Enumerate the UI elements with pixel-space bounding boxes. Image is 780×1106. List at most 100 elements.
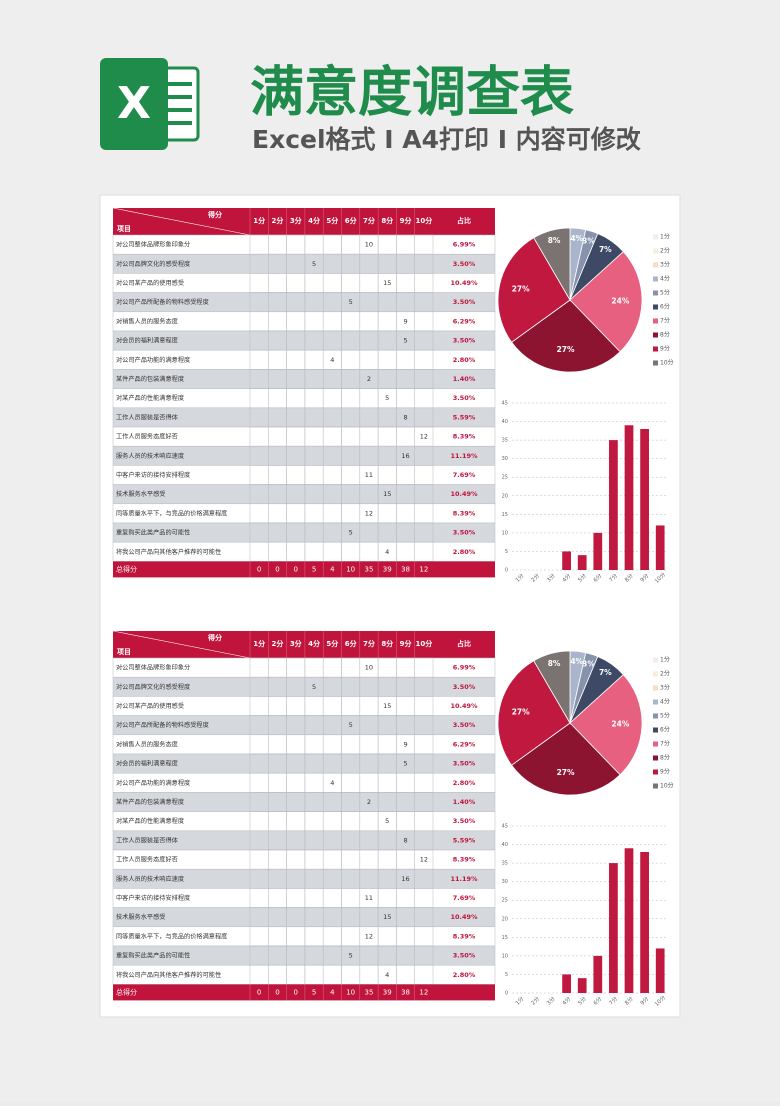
cell-value: 5 — [385, 394, 389, 402]
total-value: 4 — [330, 988, 335, 996]
pie-label: 8% — [548, 659, 561, 668]
column-header: 1分 — [253, 216, 265, 225]
legend-swatch — [653, 671, 658, 677]
row-label: 对公司某产品的使用感受 — [116, 279, 184, 287]
legend-label: 4分 — [660, 698, 670, 706]
bar — [562, 551, 571, 570]
y-tick-label: 35 — [502, 438, 508, 444]
column-header: 7分 — [363, 639, 375, 648]
y-tick-label: 35 — [502, 861, 508, 867]
row-label: 同等质量水平下，与竞品的价格满意程度 — [116, 932, 227, 940]
pie-slice — [533, 650, 571, 725]
legend-label: 8分 — [660, 331, 670, 339]
row-pct: 6.99% — [453, 664, 476, 672]
row-pct: 6.29% — [453, 740, 476, 748]
table-row — [112, 484, 496, 505]
bar — [609, 863, 618, 993]
row-pct: 5.59% — [453, 836, 476, 844]
pie-label: 24% — [611, 297, 629, 306]
cell-value: 4 — [330, 779, 334, 787]
row-label: 服务人员的技术响应速度 — [116, 875, 184, 883]
cell-value: 12 — [420, 433, 428, 441]
row-pct: 2.80% — [453, 356, 476, 364]
legend-swatch — [653, 360, 658, 366]
cell-value: 10 — [365, 664, 373, 672]
total-label: 总得分 — [116, 987, 137, 996]
row-pct: 8.39% — [453, 509, 476, 517]
row-pct: 8.39% — [453, 856, 476, 864]
cell-value: 5 — [349, 529, 353, 537]
subtitle: Excel格式 I A4打印 I 内容可修改 — [252, 125, 641, 154]
row-pct: 8.39% — [453, 433, 476, 441]
row-label: 同等质量水平下，与竞品的价格满意程度 — [116, 509, 227, 517]
cell-value: 4 — [330, 356, 334, 364]
score-header: 得分 — [207, 210, 222, 219]
total-value: 12 — [419, 565, 428, 573]
legend-label: 6分 — [660, 726, 670, 734]
legend-label: 8分 — [660, 754, 670, 762]
total-value: 38 — [401, 988, 410, 996]
legend-swatch — [653, 741, 658, 747]
row-pct: 3.50% — [453, 817, 476, 825]
cell-value: 4 — [385, 971, 389, 979]
y-tick-label: 5 — [505, 549, 508, 555]
y-tick-label: 10 — [502, 953, 508, 959]
cell-value: 16 — [401, 875, 409, 883]
row-pct: 11.19% — [450, 452, 478, 460]
row-label: 对公司产品所配备的物料感受程度 — [116, 298, 209, 306]
row-pct: 6.99% — [453, 241, 476, 249]
y-tick-label: 15 — [502, 512, 508, 518]
legend-label: 2分 — [660, 247, 670, 255]
legend-label: 10分 — [660, 359, 674, 367]
row-label: 对公司整体品牌形象印象分 — [116, 241, 190, 249]
y-tick-label: 0 — [505, 991, 508, 997]
row-label: 对会员的福利满意程度 — [116, 337, 178, 345]
cell-value: 15 — [383, 490, 391, 498]
row-pct: 1.40% — [453, 798, 476, 806]
pie-slice — [569, 674, 643, 776]
cell-value: 5 — [385, 817, 389, 825]
total-value: 5 — [312, 988, 316, 996]
bar — [655, 525, 665, 570]
column-header: 2分 — [272, 216, 284, 225]
row-label: 工作人员服务态度好否 — [116, 856, 178, 864]
row-label: 对销售人员的服务态度 — [116, 317, 178, 325]
column-header: 5分 — [326, 639, 338, 648]
excel-icon: X — [100, 58, 200, 150]
cell-value: 12 — [420, 856, 428, 864]
total-value: 0 — [257, 565, 261, 573]
cell-value: 9 — [403, 317, 407, 325]
row-pct: 3.50% — [453, 337, 476, 345]
header-diagonal — [112, 630, 251, 659]
legend-label: 7分 — [660, 740, 670, 748]
table-header — [113, 631, 495, 658]
row-label: 对会员的福利满意程度 — [116, 760, 178, 768]
row-pct: 7.69% — [453, 894, 476, 902]
y-tick-label: 10 — [502, 530, 508, 536]
legend-label: 9分 — [660, 768, 670, 776]
cell-value: 12 — [365, 509, 373, 517]
legend-label: 9分 — [660, 345, 670, 353]
total-value: 4 — [330, 565, 335, 573]
legend-swatch — [653, 304, 658, 310]
column-header: 8分 — [381, 216, 393, 225]
row-label: 技术服务水平感受 — [116, 490, 166, 498]
y-tick-label: 40 — [502, 419, 508, 425]
table-header — [113, 208, 495, 235]
bar — [624, 425, 634, 570]
y-tick-label: 45 — [502, 824, 508, 830]
total-value: 35 — [364, 988, 373, 996]
pct-header: 占比 — [457, 216, 471, 225]
cell-value: 11 — [365, 894, 373, 902]
cell-value: 5 — [349, 721, 353, 729]
pie-slice — [533, 227, 571, 302]
row-pct: 3.50% — [453, 529, 476, 537]
legend-label: 3分 — [660, 261, 670, 269]
row-label: 对公司品牌文化的感受程度 — [116, 683, 190, 691]
pie-label: 7% — [599, 668, 612, 677]
column-header: 4分 — [308, 216, 320, 225]
bar — [562, 974, 571, 993]
pie-slice — [497, 237, 571, 343]
cell-value: 9 — [403, 740, 407, 748]
